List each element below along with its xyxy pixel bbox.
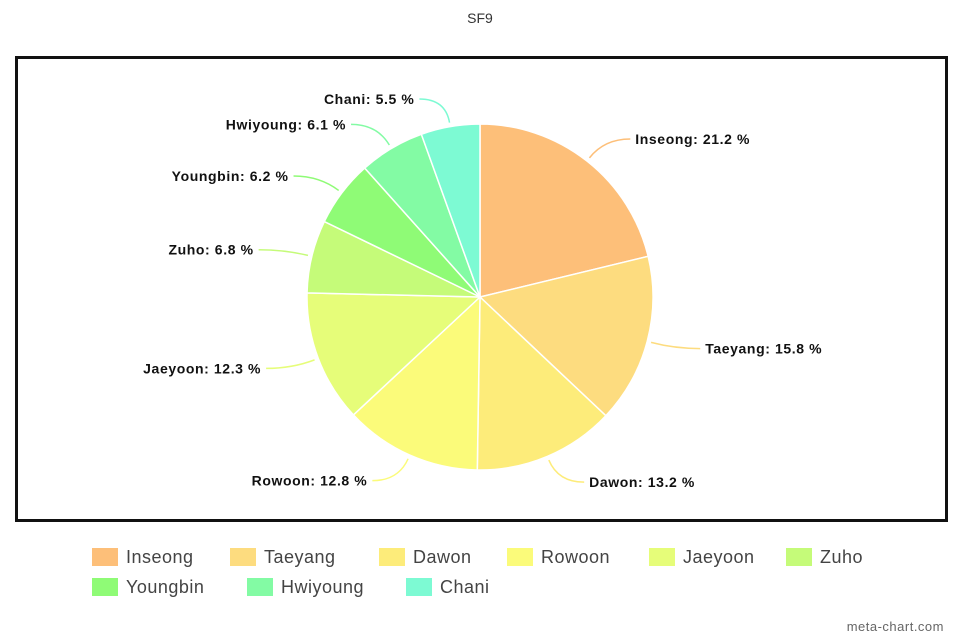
legend-swatch — [786, 548, 812, 566]
pie-slice-taeyang — [478, 255, 654, 417]
legend-label: Chani — [440, 576, 490, 597]
leader-line-rowoon — [372, 458, 409, 482]
legend-item-dawon[interactable]: Dawon — [379, 546, 472, 568]
legend-swatch — [230, 548, 256, 566]
legend-swatch — [406, 578, 432, 596]
legend-label: Youngbin — [126, 576, 205, 597]
legend-swatch — [247, 578, 273, 596]
legend-item-youngbin[interactable]: Youngbin — [92, 576, 204, 598]
plot-area — [15, 56, 948, 522]
legend-label: Hwiyoung — [281, 576, 365, 597]
leader-line-youngbin — [293, 175, 340, 192]
legend-label: Dawon — [413, 546, 472, 567]
legend-label: Zuho — [820, 546, 864, 567]
legend-swatch — [507, 548, 533, 566]
data-label-youngbin: Youngbin: 6.2 % — [172, 168, 289, 184]
pie-slice-dawon — [476, 295, 607, 471]
legend-item-jaeyoon[interactable]: Jaeyoon — [649, 546, 755, 568]
chart-title: SF9 — [467, 10, 493, 26]
legend-item-hwiyoung[interactable]: Hwiyoung — [247, 576, 364, 598]
legend-item-zuho[interactable]: Zuho — [786, 546, 863, 568]
pie-slice-rowoon — [352, 295, 481, 471]
leader-line-hwiyoung — [351, 123, 390, 146]
data-label-inseong: Inseong: 21.2 % — [635, 131, 750, 147]
pie-slice-chani — [420, 123, 481, 298]
leader-line-taeyang — [650, 341, 701, 350]
legend-swatch — [92, 578, 118, 596]
leader-line-jaeyoon — [266, 359, 315, 370]
legend-label: Taeyang — [264, 546, 336, 567]
pie-slice-jaeyoon — [306, 292, 482, 416]
credit-text: meta-chart.com — [846, 619, 944, 634]
pie-slice-inseong — [479, 123, 650, 298]
legend-swatch — [649, 548, 675, 566]
leader-line-zuho — [258, 248, 309, 257]
legend-item-inseong[interactable]: Inseong — [92, 546, 194, 568]
leader-line-inseong — [588, 138, 631, 159]
legend-item-rowoon[interactable]: Rowoon — [507, 546, 610, 568]
data-label-jaeyoon: Jaeyoon: 12.3 % — [143, 360, 261, 376]
data-label-zuho: Zuho: 6.8 % — [168, 242, 253, 258]
data-label-taeyang: Taeyang: 15.8 % — [705, 341, 822, 357]
leader-line-chani — [419, 98, 451, 123]
legend-item-chani[interactable]: Chani — [406, 576, 490, 598]
legend-swatch — [379, 548, 405, 566]
legend-label: Rowoon — [541, 546, 611, 567]
legend-label: Jaeyoon — [683, 546, 755, 567]
legend-label: Inseong — [126, 546, 194, 567]
data-label-hwiyoung: Hwiyoung: 6.1 % — [226, 116, 346, 132]
legend-swatch — [92, 548, 118, 566]
data-label-dawon: Dawon: 13.2 % — [589, 474, 695, 490]
leader-line-dawon — [548, 459, 585, 483]
data-label-chani: Chani: 5.5 % — [324, 91, 414, 107]
data-label-rowoon: Rowoon: 12.8 % — [252, 473, 368, 489]
legend-item-taeyang[interactable]: Taeyang — [230, 546, 336, 568]
